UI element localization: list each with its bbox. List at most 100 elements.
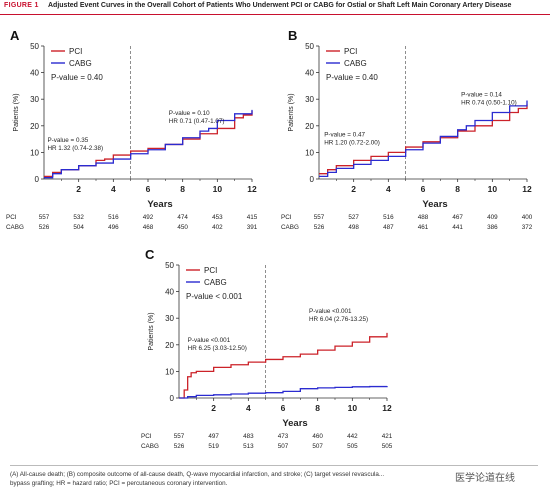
legend-label-pci: PCI xyxy=(344,47,357,56)
y-tick-label: 30 xyxy=(305,95,314,104)
y-tick-label: 10 xyxy=(305,148,314,157)
y-tick-label: 50 xyxy=(165,261,174,270)
risk-table-cell: 391 xyxy=(247,224,258,231)
x-tick-label: 12 xyxy=(522,184,532,194)
risk-table-cell: 519 xyxy=(208,443,219,450)
x-tick-label: 4 xyxy=(111,184,116,194)
risk-table-cell: 467 xyxy=(452,214,463,221)
risk-table-cell: 496 xyxy=(108,224,119,231)
series-line-cabg xyxy=(179,385,388,399)
annotation-1-pvalue: P-value = 0.14 xyxy=(461,92,502,99)
risk-table-cell: 507 xyxy=(312,443,323,450)
y-axis-label: Patients (%) xyxy=(288,93,295,131)
legend-pvalue: P-value < 0.001 xyxy=(186,292,243,301)
annotation-0-hr: HR 1.20 (0.72-2.00) xyxy=(324,139,380,146)
risk-table-cell: 492 xyxy=(143,214,154,221)
legend-label-cabg: CABG xyxy=(204,278,227,287)
annotation-1-hr: HR 0.71 (0.47-1.07) xyxy=(169,118,225,125)
risk-table-cell: 468 xyxy=(143,224,154,231)
risk-table-cell: 557 xyxy=(39,214,50,221)
watermark-text: 医学论道在线 xyxy=(452,468,518,485)
figure-header: FIGURE 1 Adjusted Event Curves in the Ov… xyxy=(0,0,550,15)
series-line-pci xyxy=(319,104,528,175)
y-axis-label: Patients (%) xyxy=(13,93,20,131)
risk-table-cell: 460 xyxy=(312,433,323,440)
x-tick-label: 10 xyxy=(348,403,358,413)
y-tick-label: 0 xyxy=(35,175,40,184)
y-tick-label: 50 xyxy=(305,42,314,51)
y-tick-label: 0 xyxy=(170,394,175,403)
risk-table-cell: 487 xyxy=(383,224,394,231)
chart-c-svg: 0 10 20 30 40 50 2 4 6 8 10 12 Years Patients (%) PCI C… xyxy=(141,261,393,450)
figure-title: Adjusted Event Curves in the Overall Coh… xyxy=(48,2,512,9)
risk-table-cell: 473 xyxy=(278,433,289,440)
y-tick-label: 20 xyxy=(305,122,314,131)
legend-label-pci: PCI xyxy=(69,47,82,56)
panel-letter-c: C xyxy=(145,247,155,262)
annotation-0-hr: HR 6.25 (3.03-12.50) xyxy=(188,345,247,352)
y-tick-label: 10 xyxy=(165,367,174,376)
y-tick-label: 20 xyxy=(165,341,174,350)
annotation-0-pvalue: P-value <0.001 xyxy=(188,337,231,344)
legend-label-cabg: CABG xyxy=(344,59,367,68)
risk-table-cell: 409 xyxy=(487,214,498,221)
risk-table-cell: 453 xyxy=(212,214,223,221)
series-line-cabg xyxy=(44,109,253,179)
risk-table-cell: 386 xyxy=(487,224,498,231)
risk-table-cell: 526 xyxy=(314,224,325,231)
risk-table-cell: 402 xyxy=(212,224,223,231)
y-tick-label: 20 xyxy=(30,122,39,131)
annotation-0-pvalue: P-value = 0.47 xyxy=(324,131,365,138)
y-tick-label: 30 xyxy=(30,95,39,104)
risk-table-row-label-cabg: CABG xyxy=(141,443,159,450)
annotation-1-pvalue: P-value <0.001 xyxy=(309,308,352,315)
x-tick-label: 4 xyxy=(386,184,391,194)
risk-table-cell: 516 xyxy=(108,214,119,221)
panel-letter-a: A xyxy=(10,28,20,43)
caption-line-2: bypass grafting; HR = hazard ratio; PCI … xyxy=(10,480,228,487)
x-tick-label: 10 xyxy=(488,184,498,194)
x-tick-label: 6 xyxy=(281,403,286,413)
y-tick-label: 50 xyxy=(30,42,39,51)
legend-label-pci: PCI xyxy=(204,266,217,275)
annotation-1-hr: HR 6.04 (2.76-13.25) xyxy=(309,316,368,323)
risk-table-cell: 415 xyxy=(247,214,258,221)
y-tick-label: 10 xyxy=(30,148,39,157)
risk-table-cell: 372 xyxy=(522,224,533,231)
risk-table-cell: 505 xyxy=(382,443,393,450)
risk-table-cell: 474 xyxy=(177,214,188,221)
chart-panel-b: 0 10 20 30 40 50 2 4 6 8 10 12 Years Patients (%) PCI C… xyxy=(275,24,550,244)
risk-table-row-label-cabg: CABG xyxy=(281,224,299,231)
y-tick-label: 40 xyxy=(165,288,174,297)
risk-table-cell: 488 xyxy=(418,214,429,221)
risk-table-cell: 526 xyxy=(39,224,50,231)
annotation-0-pvalue: P-value = 0.35 xyxy=(47,137,88,144)
risk-table-row-label-pci: PCI xyxy=(6,214,17,221)
risk-table-row-label-pci: PCI xyxy=(281,214,292,221)
series-line-cabg xyxy=(319,100,528,177)
risk-table-cell: 442 xyxy=(347,433,358,440)
panel-letter-b: B xyxy=(288,28,298,43)
risk-table-cell: 441 xyxy=(452,224,463,231)
figure-caption: (A) All-cause death; (B) composite outco… xyxy=(10,465,538,488)
y-tick-label: 40 xyxy=(30,69,39,78)
x-tick-label: 6 xyxy=(421,184,426,194)
risk-table-cell: 527 xyxy=(348,214,359,221)
x-tick-label: 8 xyxy=(180,184,185,194)
annotation-1-hr: HR 0.74 (0.50-1.10) xyxy=(461,100,517,107)
y-axis-label: Patients (%) xyxy=(148,312,155,350)
x-tick-label: 8 xyxy=(455,184,460,194)
x-tick-label: 10 xyxy=(213,184,223,194)
risk-table-cell: 450 xyxy=(177,224,188,231)
risk-table-cell: 505 xyxy=(347,443,358,450)
x-axis-label: Years xyxy=(147,199,172,210)
risk-table-cell: 507 xyxy=(278,443,289,450)
x-axis-label: Years xyxy=(422,199,447,210)
risk-table-row-label-pci: PCI xyxy=(141,433,152,440)
legend-label-cabg: CABG xyxy=(69,59,92,68)
x-tick-label: 4 xyxy=(246,403,251,413)
figure-label: FIGURE 1 xyxy=(4,2,39,9)
x-tick-label: 12 xyxy=(382,403,392,413)
risk-table-cell: 498 xyxy=(348,224,359,231)
